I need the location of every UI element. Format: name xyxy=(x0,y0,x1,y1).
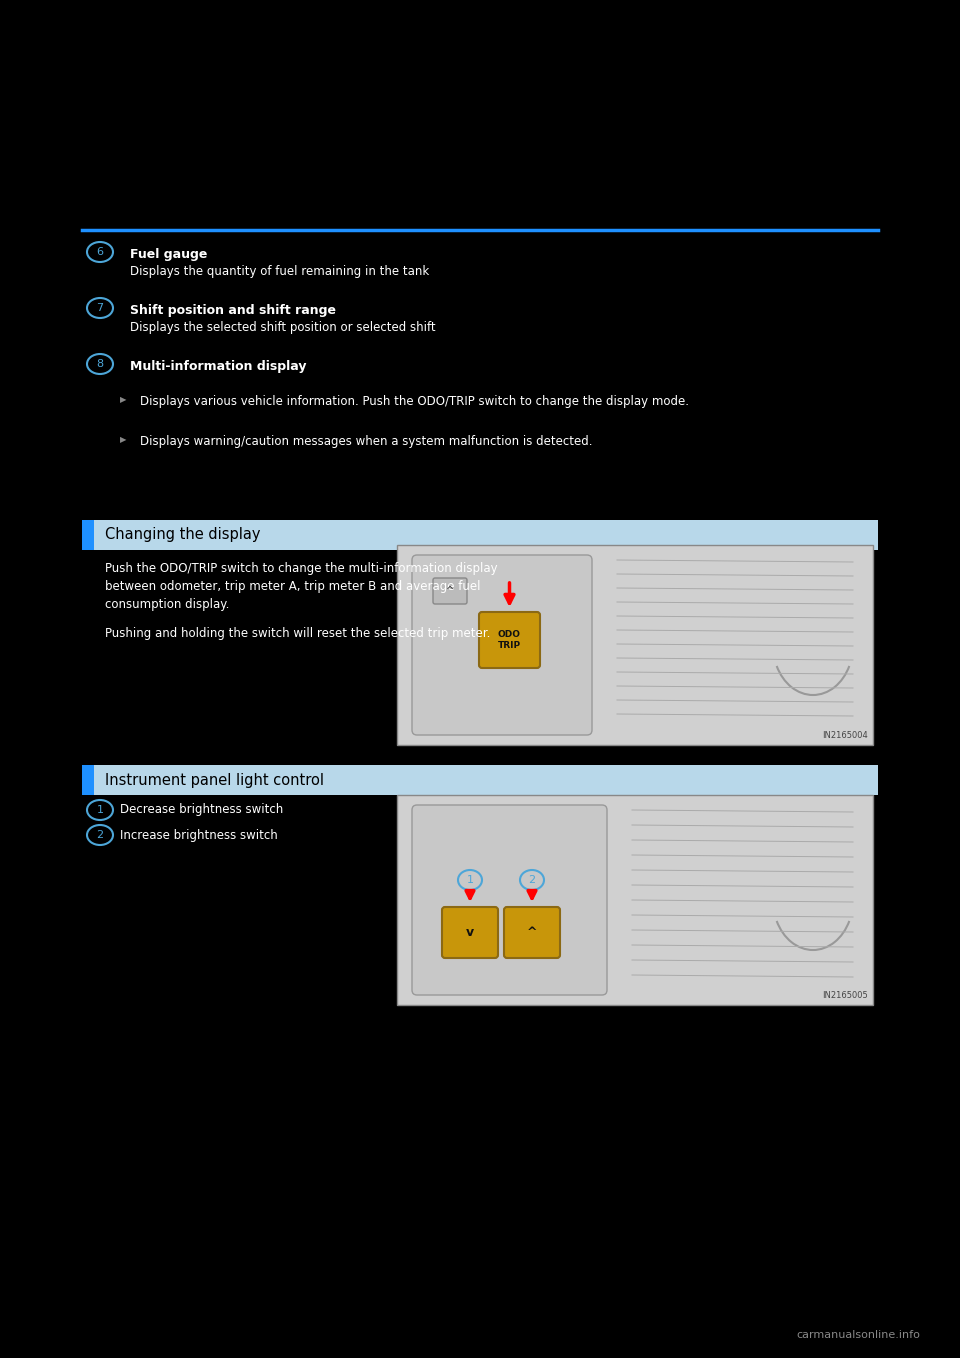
Text: IN2165004: IN2165004 xyxy=(823,731,868,740)
Text: 1: 1 xyxy=(467,875,473,885)
FancyBboxPatch shape xyxy=(412,555,592,735)
FancyBboxPatch shape xyxy=(433,579,467,604)
Text: Shift position and shift range: Shift position and shift range xyxy=(130,304,336,316)
Text: v: v xyxy=(466,926,474,938)
Text: 8: 8 xyxy=(96,359,104,369)
Text: 1: 1 xyxy=(97,805,104,815)
FancyBboxPatch shape xyxy=(412,805,607,995)
Bar xyxy=(82,765,94,794)
Text: Displays warning/caution messages when a system malfunction is detected.: Displays warning/caution messages when a… xyxy=(140,435,592,448)
Text: ODO
TRIP: ODO TRIP xyxy=(498,630,521,649)
Bar xyxy=(82,765,878,794)
Text: 6: 6 xyxy=(97,247,104,257)
Text: Displays the quantity of fuel remaining in the tank: Displays the quantity of fuel remaining … xyxy=(130,265,429,278)
Bar xyxy=(82,520,878,550)
Text: 2: 2 xyxy=(96,830,104,841)
Text: ▶: ▶ xyxy=(120,395,127,403)
Text: Pushing and holding the switch will reset the selected trip meter.: Pushing and holding the switch will rese… xyxy=(105,627,491,640)
Text: Displays various vehicle information. Push the ODO/TRIP switch to change the dis: Displays various vehicle information. Pu… xyxy=(140,395,689,407)
Text: carmanualsonline.info: carmanualsonline.info xyxy=(796,1329,920,1340)
Text: 2: 2 xyxy=(528,875,536,885)
Bar xyxy=(397,794,873,1005)
Text: ^: ^ xyxy=(446,587,454,596)
Text: Push the ODO/TRIP switch to change the multi-information display: Push the ODO/TRIP switch to change the m… xyxy=(105,562,497,574)
Text: Instrument panel light control: Instrument panel light control xyxy=(105,773,324,788)
Text: 7: 7 xyxy=(96,303,104,312)
Bar xyxy=(82,520,94,550)
Text: Decrease brightness switch: Decrease brightness switch xyxy=(120,804,283,816)
Bar xyxy=(397,545,873,746)
Text: between odometer, trip meter A, trip meter B and average fuel: between odometer, trip meter A, trip met… xyxy=(105,580,481,593)
Text: Increase brightness switch: Increase brightness switch xyxy=(120,828,277,842)
Text: ^: ^ xyxy=(527,926,538,938)
Text: IN2165005: IN2165005 xyxy=(823,991,868,999)
Text: Displays the selected shift position or selected shift: Displays the selected shift position or … xyxy=(130,320,436,334)
Text: Fuel gauge: Fuel gauge xyxy=(130,249,207,261)
Text: ▶: ▶ xyxy=(120,435,127,444)
Text: Changing the display: Changing the display xyxy=(105,527,260,542)
FancyBboxPatch shape xyxy=(479,612,540,668)
Text: consumption display.: consumption display. xyxy=(105,598,229,611)
FancyBboxPatch shape xyxy=(442,907,498,957)
Text: Multi-information display: Multi-information display xyxy=(130,360,306,373)
FancyBboxPatch shape xyxy=(504,907,560,957)
